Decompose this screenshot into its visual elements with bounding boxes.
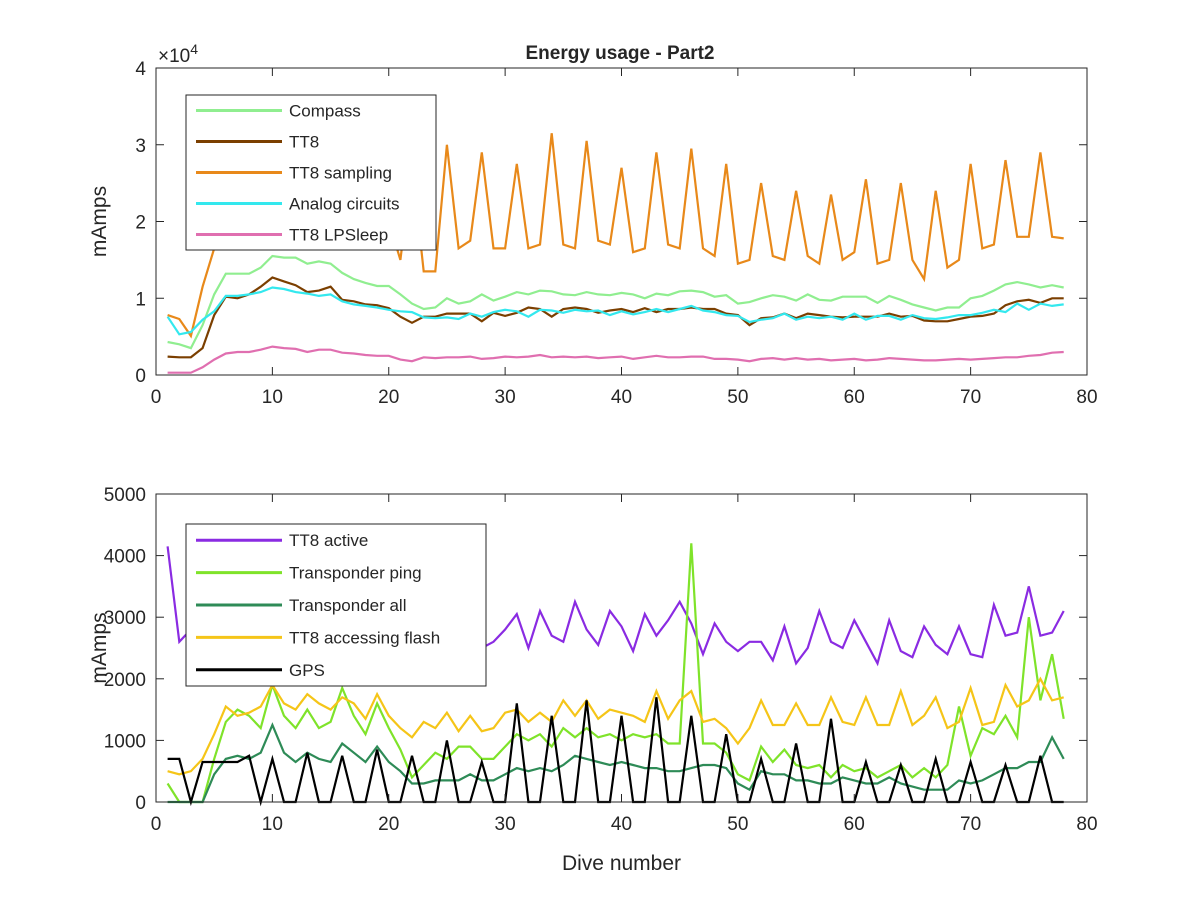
- top-x-tick-label: 30: [495, 387, 516, 408]
- bottom-legend-label: Transponder all: [289, 596, 407, 615]
- bottom-x-tick-label: 80: [1076, 814, 1097, 835]
- bottom-x-axis-label: Dive number: [562, 852, 681, 875]
- top-legend-label: TT8 sampling: [289, 164, 392, 183]
- top-x-tick-label: 40: [611, 387, 632, 408]
- top-x-tick-label: 70: [960, 387, 981, 408]
- top-series-line-compass: [167, 254, 1064, 350]
- chart-title: Energy usage - Part2: [525, 43, 714, 64]
- top-y-tick-label: 3: [135, 136, 146, 157]
- bottom-x-tick-label: 60: [844, 814, 865, 835]
- bottom-y-tick-label: 3000: [104, 608, 146, 629]
- top-legend-label: TT8: [289, 133, 319, 152]
- bottom-y-tick-label: 1000: [104, 731, 146, 752]
- top-y-tick-label: 2: [135, 213, 146, 234]
- top-x-tick-label: 50: [727, 387, 748, 408]
- top-x-tick-label: 60: [844, 387, 865, 408]
- top-legend: Compass TT8 TT8 sampling Analog circuits TT8…: [185, 94, 437, 251]
- bottom-legend: TT8 active Transponder ping Transponder al…: [185, 523, 487, 687]
- top-y-tick-label: 0: [135, 366, 146, 387]
- top-legend-label: Analog circuits: [289, 195, 400, 214]
- top-y-tick-label: 4: [135, 59, 146, 80]
- top-y-exponent-label: ×104: [158, 41, 198, 67]
- bottom-series-line-transponder-ping: [166, 543, 1065, 804]
- top-x-tick-label: 20: [378, 387, 399, 408]
- top-y-axis-label: mAmps: [88, 186, 111, 257]
- bottom-x-tick-label: 0: [151, 814, 162, 835]
- bottom-y-tick-label: 4000: [104, 547, 146, 568]
- bottom-axes-group: 0 10 20 30 40 50 60 70 80 0 1000 2000 3000 4000 5000 mA…: [88, 485, 1098, 875]
- bottom-legend-label: TT8 accessing flash: [289, 628, 440, 647]
- bottom-y-tick-label: 5000: [104, 485, 146, 506]
- bottom-y-tick-label: 0: [135, 793, 146, 814]
- bottom-x-tick-label: 40: [611, 814, 632, 835]
- top-series-line-tt8-lpsleep: [167, 345, 1064, 374]
- bottom-legend-label: Transponder ping: [289, 564, 422, 583]
- top-legend-label: Compass: [289, 102, 361, 121]
- bottom-legend-label: GPS: [289, 661, 325, 680]
- bottom-y-tick-label: 2000: [104, 670, 146, 691]
- bottom-x-tick-label: 20: [378, 814, 399, 835]
- top-series-line-analog-circuits: [166, 286, 1064, 336]
- bottom-x-tick-label: 10: [262, 814, 283, 835]
- bottom-series-line-tt8-accessing-flash: [167, 676, 1064, 776]
- top-x-tick-label: 80: [1076, 387, 1097, 408]
- top-y-tick-label: 1: [135, 289, 146, 310]
- bottom-x-tick-label: 30: [495, 814, 516, 835]
- bottom-x-tick-label: 70: [960, 814, 981, 835]
- bottom-legend-label: TT8 active: [289, 531, 368, 550]
- bottom-x-tick-label: 50: [727, 814, 748, 835]
- bottom-y-axis-label: mAmps: [88, 612, 111, 683]
- top-legend-label: TT8 LPSleep: [289, 226, 388, 245]
- top-axes-group: 0 10 20 30 40 50 60 70 80 0 1 2 3 4 ×104 mAmps Compass TT…: [88, 41, 1098, 408]
- top-x-tick-label: 0: [151, 387, 162, 408]
- top-x-tick-label: 10: [262, 387, 283, 408]
